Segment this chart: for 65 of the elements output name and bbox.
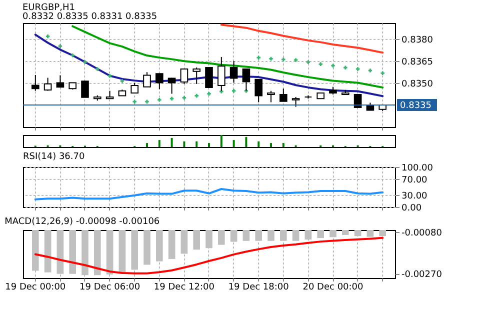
candlestick [44, 77, 52, 92]
candlestick [205, 67, 213, 88]
candlestick [155, 73, 164, 90]
line-series [34, 236, 384, 274]
candlestick [180, 68, 188, 84]
point [194, 94, 198, 98]
y-tick-label: -0.00270 [402, 270, 442, 280]
y-tick-label: 70.00 [402, 176, 428, 186]
candlestick [192, 67, 201, 84]
x-tick-label: 19 Dec 00:00 [5, 282, 66, 292]
candlestick [242, 68, 250, 92]
x-tick-label: 20 Dec 00:00 [302, 282, 364, 292]
point [368, 68, 372, 72]
point [182, 96, 186, 100]
point [256, 56, 260, 60]
point [46, 34, 50, 38]
candlestick [31, 74, 40, 92]
point [132, 100, 136, 104]
point [83, 60, 87, 64]
candlestick [354, 94, 362, 108]
chart-title: EURGBP,H1 [22, 3, 75, 13]
point [158, 98, 162, 102]
y-tick-label: 30.00 [402, 192, 428, 202]
point [58, 44, 62, 48]
candlestick [217, 56, 226, 92]
point [232, 88, 236, 93]
x-tick-label: 19 Dec 12:00 [154, 282, 215, 292]
point [356, 67, 360, 71]
x-tick-label: 19 Dec 18:00 [228, 282, 290, 292]
point [170, 96, 174, 100]
candlestick [56, 74, 64, 88]
candlestick [267, 90, 275, 103]
point [380, 71, 384, 75]
chart-subtitle: 0.8332 0.8335 0.8331 0.8335 [22, 12, 158, 22]
candlestick [81, 80, 89, 98]
x-tick-label: 19 Dec 06:00 [80, 282, 140, 292]
chart-title: MACD(12,26,9) -0.00098 -0.00106 [4, 217, 160, 228]
y-tick-label: 100.00 [402, 164, 434, 174]
point [294, 58, 298, 62]
point [306, 60, 310, 64]
candlestick [292, 96, 300, 108]
candlestick [168, 77, 176, 94]
point [108, 74, 112, 78]
point [282, 58, 286, 62]
y-tick-label: 0.8365 [402, 58, 433, 68]
line-series [72, 25, 384, 88]
point [70, 54, 74, 58]
point [96, 67, 100, 71]
candlestick [130, 82, 139, 94]
line-series [34, 188, 384, 200]
line-series [220, 24, 384, 54]
ref-line-label: 0.8335 [400, 101, 432, 112]
y-tick-label: 0.8350 [402, 80, 434, 90]
point [120, 79, 124, 83]
line-series [34, 34, 384, 98]
candlestick [143, 72, 151, 88]
chart-title: RSI(14) 36.70 [23, 152, 85, 162]
y-tick-label: 0.00 [402, 204, 422, 214]
point [318, 62, 322, 66]
candlestick [279, 88, 288, 102]
y-tick-label: 0.8380 [402, 36, 434, 46]
candlestick [230, 60, 238, 84]
point [344, 66, 348, 70]
candlestick [254, 78, 263, 103]
y-tick-label: -0.00080 [402, 228, 442, 239]
